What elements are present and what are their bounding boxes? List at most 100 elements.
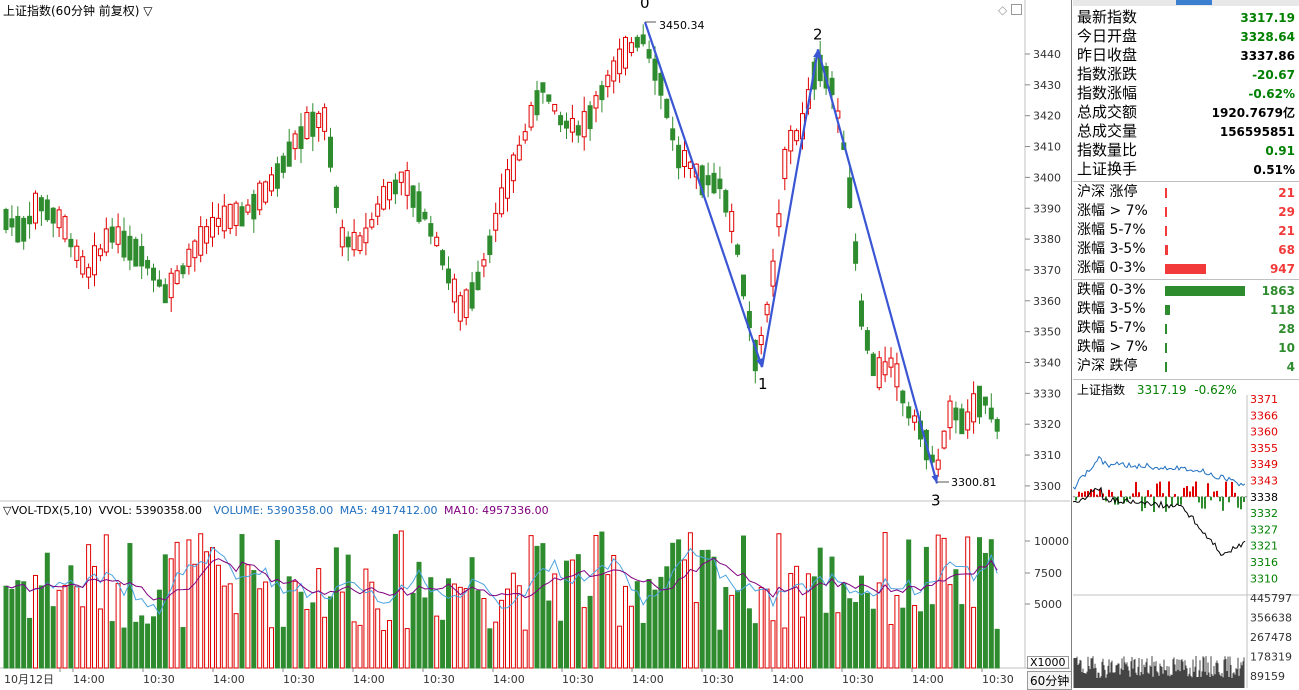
volume-bar <box>357 624 363 669</box>
candle-body <box>505 169 510 199</box>
wave-arrowhead <box>931 474 939 484</box>
quote-label: 指数量比 <box>1077 141 1138 159</box>
volume-bar <box>56 589 62 669</box>
breadth-label: 涨幅 5-7% <box>1077 222 1146 238</box>
volume-bar <box>953 569 959 669</box>
candle-body <box>180 265 186 275</box>
volume-bar <box>121 627 127 669</box>
volume-bar <box>274 539 280 669</box>
x-axis-label: 14:00 <box>73 673 105 686</box>
volume-bar <box>682 559 687 669</box>
volume-bar <box>540 543 546 669</box>
mini-price-tick: 3327 <box>1250 523 1278 536</box>
volume-bar <box>894 595 900 669</box>
volume-bar <box>929 604 935 669</box>
candle-body <box>298 126 304 149</box>
candle-body <box>62 216 68 240</box>
quote-label: 指数涨跌 <box>1077 65 1138 83</box>
candle-body <box>682 150 687 168</box>
volume-bar <box>823 612 829 669</box>
x-axis-label: 14:00 <box>353 673 385 686</box>
volume-bar <box>935 534 941 669</box>
volume-bar <box>988 539 994 669</box>
candle-body <box>398 171 404 183</box>
breadth-label: 跌幅 3-5% <box>1077 301 1146 317</box>
mini-intraday-panel[interactable]: 上证指数 3317.19 -0.62% 3371 3366 3360 3355 3349… <box>1073 379 1299 688</box>
maximize-icon[interactable] <box>1011 4 1022 15</box>
volume-bar <box>788 573 794 669</box>
candle-body <box>516 144 522 161</box>
candle-body <box>9 218 15 228</box>
volume-bar <box>664 566 670 669</box>
quote-value: 3317.19 <box>1240 11 1295 25</box>
mini-breadth-bar <box>1231 481 1233 497</box>
candle-body <box>233 202 239 227</box>
breadth-row: 沪深 跌停 4 <box>1073 357 1299 376</box>
candle-body <box>528 105 534 128</box>
volume-bar <box>687 532 693 669</box>
volume-bar <box>864 592 870 669</box>
volume-bar <box>162 554 168 669</box>
candle-body <box>457 295 463 322</box>
mini-intraday-chart[interactable]: 3371 3366 3360 3355 3349 3343 3338 3332 3327 3321… <box>1073 379 1299 688</box>
volume-bar <box>375 608 381 669</box>
candle-body <box>634 36 640 48</box>
mini-breadth-bar <box>1237 496 1239 508</box>
mini-breadth-bar <box>1234 492 1236 497</box>
candle-body <box>534 90 540 116</box>
breadth-bar <box>1165 226 1167 236</box>
volume-bar <box>859 575 864 669</box>
quote-label: 指数涨幅 <box>1077 84 1138 102</box>
diamond-icon[interactable]: ◇ <box>998 3 1008 17</box>
quote-value: 0.91 <box>1265 144 1295 158</box>
period-button[interactable]: 60分钟 <box>1027 671 1073 690</box>
volume-bar <box>103 534 109 669</box>
volume-bar <box>552 573 558 669</box>
volume-bar <box>50 606 56 669</box>
volume-bar <box>847 598 853 669</box>
candle-body <box>794 130 800 142</box>
volume-bar <box>794 565 800 669</box>
mini-breadth-bar <box>1081 492 1083 497</box>
volume-bar <box>381 629 387 669</box>
volume-bar <box>923 546 929 669</box>
candle-body <box>363 227 369 244</box>
divider <box>1073 181 1299 182</box>
panel-tab-indicator[interactable] <box>1176 0 1212 5</box>
breadth-row: 沪深 涨停 21 <box>1073 183 1299 202</box>
volume-bar <box>233 613 239 669</box>
candle-body <box>56 209 62 229</box>
breadth-label: 涨幅 > 7% <box>1077 203 1148 219</box>
volume-bar <box>947 584 953 669</box>
vol-indicator-name[interactable]: ▽VOL-TDX(5,10) <box>3 504 93 517</box>
breadth-row: 涨幅 > 7% 29 <box>1073 202 1299 221</box>
volume-bar <box>9 588 15 669</box>
mini-breadth-bar <box>1243 496 1245 503</box>
chart-title[interactable]: 上证指数(60分钟 前复权) ▽ <box>3 4 153 18</box>
quote-label: 昨日收盘 <box>1077 46 1138 64</box>
candle-body <box>894 363 900 388</box>
breadth-value: 10 <box>1278 341 1295 355</box>
volume-bar <box>528 535 534 669</box>
volume-bar <box>192 563 198 669</box>
candle-body <box>27 215 33 225</box>
mini-breadth-bar <box>1186 486 1188 497</box>
candle-body <box>328 136 333 168</box>
candlestick-chart[interactable]: 3440 3430 3420 3410 3400 3390 3380 3370 3360 3350… <box>0 0 1070 688</box>
quote-row: 指数涨跌 -20.67 <box>1073 65 1299 84</box>
volume-bar <box>829 556 835 669</box>
candle-body <box>611 60 617 82</box>
volume-bar <box>587 595 593 669</box>
volume-bar <box>510 572 516 669</box>
price-tick-label: 3390 <box>1033 202 1061 215</box>
volume-bar <box>451 583 457 669</box>
volume-bar <box>410 592 416 669</box>
volume-bar <box>741 535 746 669</box>
candle-body <box>392 179 398 195</box>
breadth-value: 118 <box>1269 303 1295 317</box>
price-tick-label: 3320 <box>1033 418 1061 431</box>
volume-bar <box>156 589 162 669</box>
main-chart-panel[interactable]: 3440 3430 3420 3410 3400 3390 3380 3370 3360 3350… <box>0 0 1073 690</box>
mini-index-name: 上证指数 <box>1077 383 1126 397</box>
breadth-bar <box>1165 245 1168 255</box>
